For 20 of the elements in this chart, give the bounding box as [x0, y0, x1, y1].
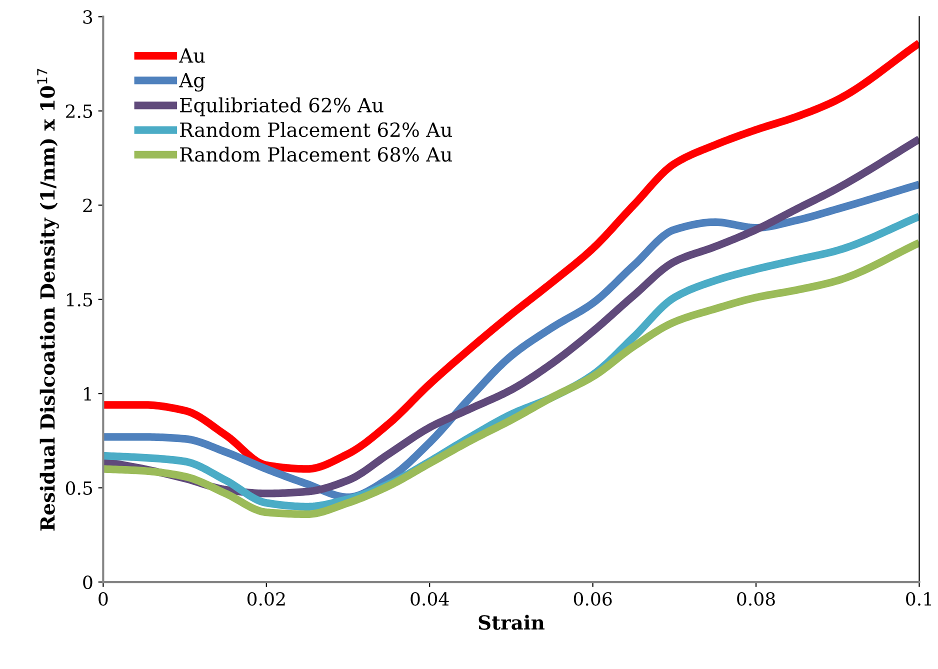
y-tick-label: 0 [83, 575, 92, 590]
y-axis-title: Residual Dislcoation Density (1/nm) x 10$^{17}$ [37, 68, 59, 531]
legend-label: Au [178, 48, 205, 63]
x-tick-label: 0.04 [410, 592, 449, 606]
x-tick-label: 0.06 [574, 592, 612, 606]
x-axis-title: Strain [478, 614, 544, 630]
y-tick-label: 3 [83, 10, 92, 24]
legend-label: Ag [178, 73, 205, 92]
x-tick-label: 0.02 [247, 592, 285, 606]
x-tick-label: 0.08 [737, 592, 775, 606]
y-tick-label: 2 [83, 198, 92, 212]
y-tick-label: 0.5 [66, 481, 92, 495]
legend-label: Random Placement 68% Au [180, 146, 452, 162]
legend-label: Random Placement 62% Au [180, 122, 452, 138]
y-tick-label: 1 [84, 387, 91, 400]
legend-label: Equlibriated 62% Au [180, 97, 384, 116]
y-tick-label: 2.5 [66, 104, 92, 118]
x-tick-label: 0.1 [906, 592, 932, 606]
y-tick-label: 1.5 [66, 292, 92, 306]
x-tick-label: 0 [98, 592, 108, 606]
